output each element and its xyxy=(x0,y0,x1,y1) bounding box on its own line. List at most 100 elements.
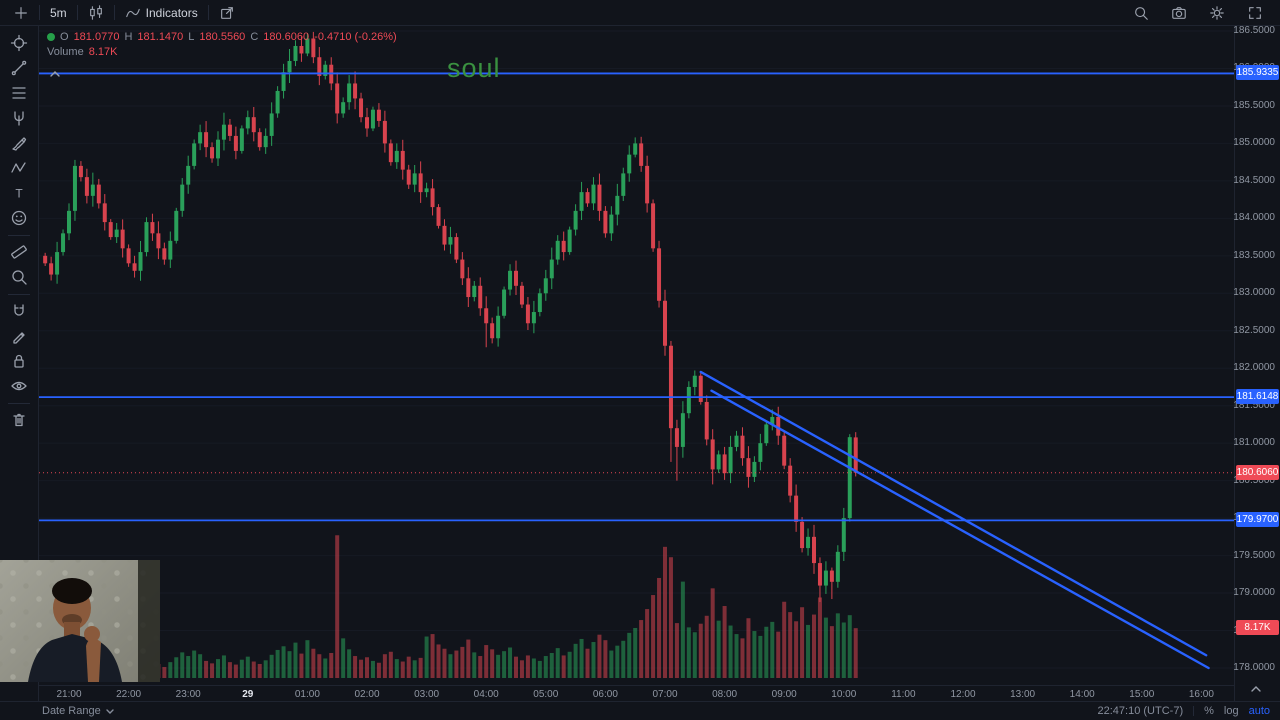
topbar-right-group xyxy=(1126,3,1274,23)
search-icon[interactable] xyxy=(1126,3,1156,23)
timeframe-button[interactable]: 5m xyxy=(43,4,74,22)
presenter-person xyxy=(28,560,160,682)
pattern-tool-icon[interactable] xyxy=(6,156,32,180)
price-chart[interactable] xyxy=(39,25,1236,685)
measure-ruler-icon[interactable] xyxy=(6,240,32,264)
low-label: L xyxy=(188,31,195,43)
price-tick-label: 182.5000 xyxy=(1233,324,1275,336)
high-label: H xyxy=(124,31,133,43)
time-tick-label: 06:00 xyxy=(592,689,618,700)
crosshair-cursor-icon[interactable] xyxy=(6,31,32,55)
time-tick-label: 16:00 xyxy=(1188,689,1214,700)
time-tick-label: 11:00 xyxy=(891,689,916,700)
time-tick-label: 02:00 xyxy=(354,689,380,700)
price-tick-label: 185.0000 xyxy=(1233,137,1275,149)
close-label: C xyxy=(250,31,259,43)
time-tick-label: 14:00 xyxy=(1069,689,1095,700)
fib-retracement-icon[interactable] xyxy=(6,81,32,105)
time-tick-label: 10:00 xyxy=(831,689,857,700)
time-tick-label: 29 xyxy=(242,689,254,700)
emoji-tool-icon[interactable] xyxy=(6,206,32,230)
webcam-overlay xyxy=(0,560,160,682)
open-label: O xyxy=(60,31,69,43)
fullscreen-icon[interactable] xyxy=(1240,3,1270,23)
lock-drawings-icon[interactable] xyxy=(6,349,32,373)
drawing-toolbar: T xyxy=(0,25,39,702)
indicators-fx-icon xyxy=(125,8,140,17)
date-range-button[interactable]: Date Range xyxy=(0,705,115,717)
toolbar-divider xyxy=(39,5,40,20)
log-scale-toggle[interactable]: log xyxy=(1223,705,1239,717)
clock-text[interactable]: 22:47:10 (UTC-7) xyxy=(1097,705,1184,717)
statusbar-divider xyxy=(1193,706,1195,716)
open-value: 181.0770 xyxy=(73,31,120,43)
low-value: 180.5560 xyxy=(199,31,246,43)
auto-scale-toggle[interactable]: auto xyxy=(1248,705,1270,717)
horizontal-lines-layer[interactable] xyxy=(39,72,1236,522)
time-tick-label: 04:00 xyxy=(473,689,499,700)
pane-collapse-icon[interactable] xyxy=(49,65,61,83)
price-axis[interactable]: 186.5000186.0000185.5000185.0000184.5000… xyxy=(1233,25,1280,702)
pitchfork-tool-icon[interactable] xyxy=(6,106,32,130)
volume-layer xyxy=(43,535,858,678)
magnet-tool-icon[interactable] xyxy=(6,299,32,323)
time-tick-label: 13:00 xyxy=(1010,689,1036,700)
time-tick-label: 23:00 xyxy=(175,689,201,700)
price-tick-label: 183.0000 xyxy=(1233,287,1275,299)
time-tick-label: 05:00 xyxy=(533,689,559,700)
chart-canvas[interactable]: O 181.0770 H 181.1470 L 180.5560 C 180.6060 … xyxy=(39,25,1236,703)
price-axis-tag: 185.9335 xyxy=(1236,65,1279,81)
remove-drawings-trash-icon[interactable] xyxy=(6,408,32,432)
bottom-status-bar: Date Range 22:47:10 (UTC-7) % log auto xyxy=(0,701,1280,720)
settings-gear-icon[interactable] xyxy=(1202,3,1232,23)
time-tick-label: 07:00 xyxy=(652,689,678,700)
time-axis[interactable]: 21:00 22:00 23:00 29 01:00 02:00 03:00 04:00 05:… xyxy=(39,685,1234,703)
price-tick-label: 180.5000 xyxy=(1233,474,1275,486)
trendline-tool-icon[interactable] xyxy=(6,56,32,80)
toolbar-divider xyxy=(113,5,115,20)
price-tick-label: 183.5000 xyxy=(1233,249,1275,261)
draw-pencil-icon[interactable] xyxy=(6,324,32,348)
ohlc-legend: O 181.0770 H 181.1470 L 180.5560 C 180.6060 … xyxy=(47,31,397,58)
indicators-button[interactable]: Indicators xyxy=(118,3,205,23)
price-tick-label: 184.0000 xyxy=(1233,212,1275,224)
price-tick-label: 178.0000 xyxy=(1233,661,1275,673)
toolbar-separator xyxy=(8,235,30,236)
price-tick-label: 181.0000 xyxy=(1233,437,1275,449)
toolbar-separator xyxy=(8,294,30,295)
change-value: -0.4710 (-0.26%) xyxy=(314,31,397,43)
publish-chart-icon[interactable] xyxy=(212,3,242,23)
camera-snapshot-icon[interactable] xyxy=(1164,3,1194,23)
brush-tool-icon[interactable] xyxy=(6,131,32,155)
price-tick-label: 184.5000 xyxy=(1233,174,1275,186)
time-tick-label: 01:00 xyxy=(294,689,320,700)
time-tick-label: 08:00 xyxy=(712,689,738,700)
price-axis-tag: 181.6148 xyxy=(1236,389,1279,405)
toolbar-divider xyxy=(76,5,78,20)
time-tick-label: 15:00 xyxy=(1129,689,1155,700)
toolbar-divider xyxy=(207,5,209,20)
price-tick-label: 179.0000 xyxy=(1233,587,1275,599)
toolbar-separator xyxy=(8,403,30,404)
svg-text:T: T xyxy=(15,187,23,201)
add-symbol-icon[interactable] xyxy=(6,3,36,23)
time-tick-label: 12:00 xyxy=(950,689,976,700)
price-axis-tag: 179.9700 xyxy=(1236,512,1279,528)
high-value: 181.1470 xyxy=(137,31,184,43)
text-tool-icon[interactable]: T xyxy=(6,181,32,205)
percent-scale-toggle[interactable]: % xyxy=(1204,705,1214,717)
price-tick-label: 182.0000 xyxy=(1233,362,1275,374)
hide-drawings-icon[interactable] xyxy=(6,374,32,398)
grid-layer xyxy=(39,30,1236,669)
price-axis-tag: 180.6060 xyxy=(1236,464,1279,480)
axis-settings-icon[interactable] xyxy=(1249,682,1263,700)
volume-value: 8.17K xyxy=(88,46,118,58)
zoom-tool-icon[interactable] xyxy=(6,265,32,289)
chart-type-candles-icon[interactable] xyxy=(81,3,111,23)
price-tick-label: 179.5000 xyxy=(1233,549,1275,561)
price-tick-label: 185.5000 xyxy=(1233,99,1275,111)
price-tick-label: 186.5000 xyxy=(1233,25,1275,36)
indicators-label: Indicators xyxy=(145,5,198,20)
trend-channel[interactable] xyxy=(699,370,1210,670)
time-tick-label: 22:00 xyxy=(116,689,142,700)
